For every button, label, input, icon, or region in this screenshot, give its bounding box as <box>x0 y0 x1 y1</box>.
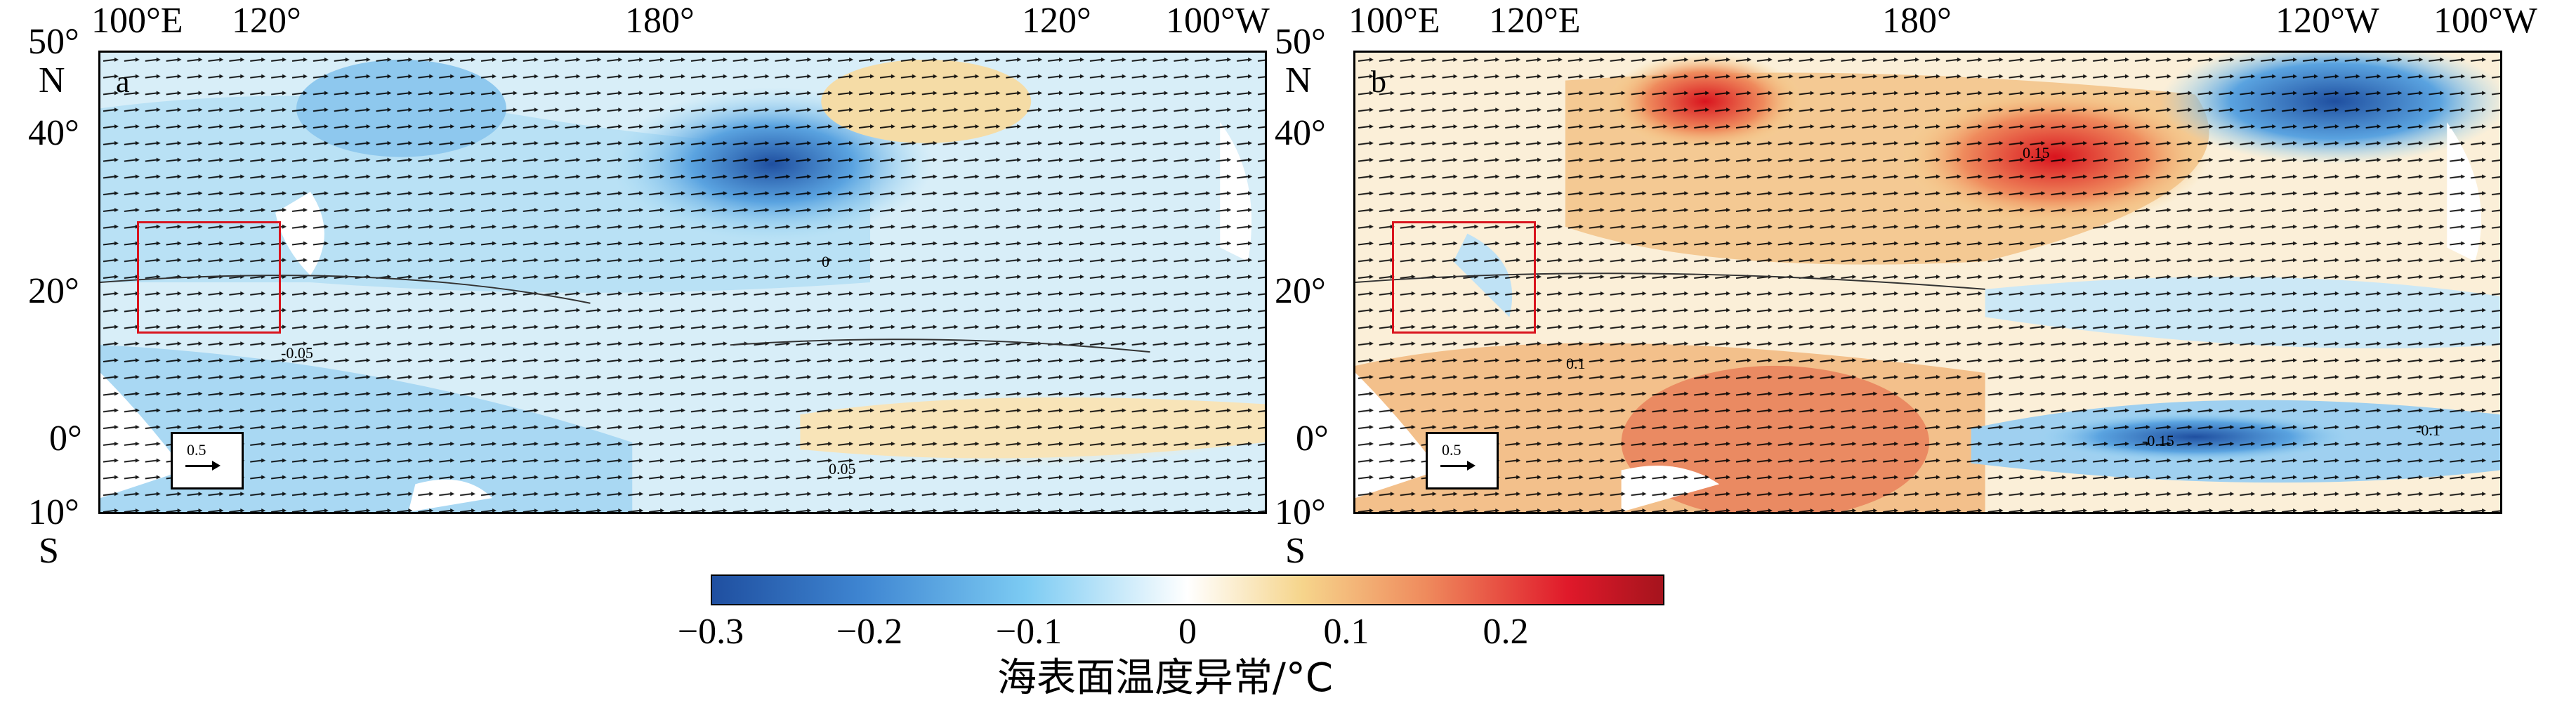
contour-label: 0.1 <box>1566 355 1586 372</box>
lat-label-a-n: N <box>39 60 65 100</box>
lat-label-a-40: 40° <box>28 113 79 153</box>
contour-label: 0.05 <box>829 460 856 478</box>
study-region-box-b <box>1392 221 1536 334</box>
lon-label-a-100e: 100°E <box>91 1 183 41</box>
lon-label-b-120e: 120°E <box>1489 1 1581 41</box>
colorbar <box>711 574 1664 605</box>
reference-vector-value: 0.5 <box>1442 441 1461 459</box>
colorbar-tick: −0.1 <box>995 612 1063 652</box>
lat-label-b-n: N <box>1285 60 1312 100</box>
contour-label: -0.05 <box>281 344 313 362</box>
lon-label-b-100w: 100°W <box>2433 1 2537 41</box>
lat-label-a-20: 20° <box>28 271 79 311</box>
map-b-field <box>1355 53 2500 512</box>
contour-label: -0.15 <box>2142 432 2174 449</box>
lon-label-a-120: 120° <box>232 1 301 41</box>
lat-label-a-s: S <box>39 531 59 571</box>
panel-a-label: a <box>116 65 130 99</box>
lat-label-b-50: 50° <box>1275 22 1326 62</box>
lon-label-b-120w: 120°W <box>2275 1 2379 41</box>
lat-label-b-0: 0° <box>1296 419 1329 459</box>
reference-vector-box-b: 0.5 <box>1426 432 1499 490</box>
reference-arrow-icon <box>185 461 221 471</box>
lat-label-b-40: 40° <box>1275 113 1326 153</box>
colorbar-tick: −0.3 <box>677 612 744 652</box>
map-a-field <box>100 53 1265 512</box>
reference-arrow-icon <box>1440 461 1476 471</box>
lat-label-b-s: S <box>1285 531 1306 571</box>
lon-label-b-100e: 100°E <box>1348 1 1440 41</box>
colorbar-label: 海表面温度异常/°C <box>997 655 1333 701</box>
colorbar-tick: 0 <box>1178 612 1197 652</box>
colorbar-tick: 0.1 <box>1323 612 1369 652</box>
lon-label-a-180: 180° <box>625 1 695 41</box>
panel-b-label: b <box>1371 65 1386 99</box>
reference-vector-value: 0.5 <box>187 441 206 459</box>
lat-label-b-10: 10° <box>1275 492 1326 532</box>
lon-label-a-120w: 120° <box>1022 1 1091 41</box>
map-panel-b: b 0.5 <box>1353 51 2502 514</box>
reference-vector-box-a: 0.5 <box>171 432 244 490</box>
map-panel-a: a 0.5 <box>98 51 1267 514</box>
lat-label-b-20: 20° <box>1275 271 1326 311</box>
lat-label-a-10: 10° <box>28 492 79 532</box>
lat-label-a-0: 0° <box>49 419 82 459</box>
lat-label-a-50: 50° <box>28 22 79 62</box>
lon-label-a-100w: 100°W <box>1166 1 1270 41</box>
colorbar-tick: −0.2 <box>836 612 903 652</box>
contour-label: 0.15 <box>2023 144 2050 162</box>
study-region-box-a <box>137 221 281 334</box>
lon-label-b-180: 180° <box>1882 1 1952 41</box>
colorbar-tick: 0.2 <box>1483 612 1529 652</box>
contour-label: 0 <box>822 253 829 270</box>
contour-label: -0.1 <box>2416 421 2440 439</box>
